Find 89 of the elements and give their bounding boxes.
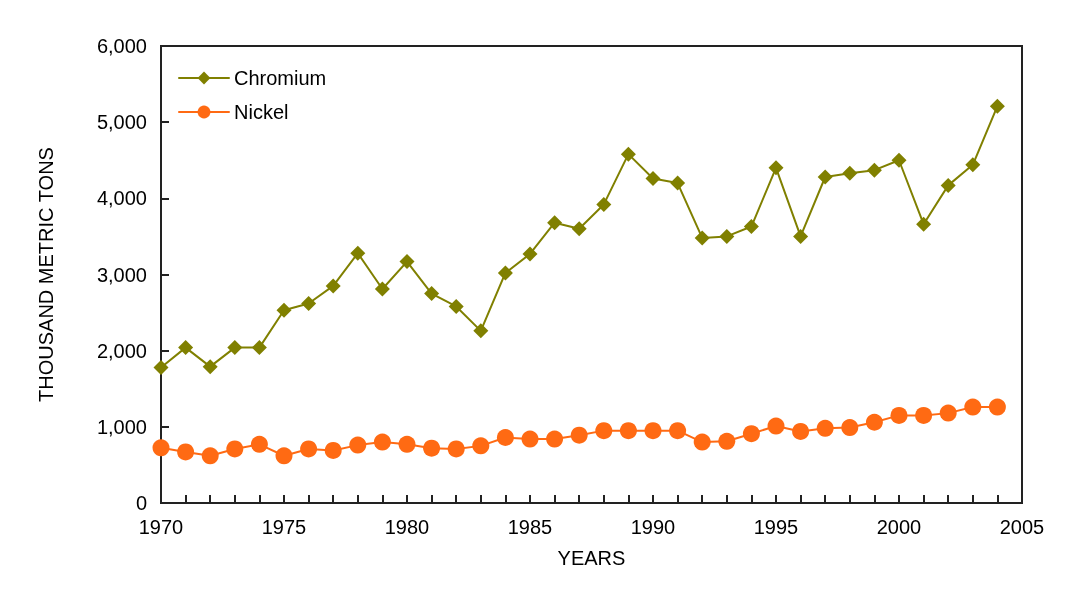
point <box>547 215 563 231</box>
point <box>916 216 932 232</box>
point <box>669 422 687 440</box>
point <box>571 221 587 237</box>
point <box>595 422 613 440</box>
point <box>472 437 490 455</box>
x-tick-label: 1990 <box>630 516 676 538</box>
y-tick-label: 1,000 <box>96 415 147 438</box>
x-tick-label: 2005 <box>999 516 1045 538</box>
x-tick-label: 1995 <box>753 516 799 538</box>
point <box>546 430 564 448</box>
point <box>644 422 662 440</box>
point <box>842 165 858 181</box>
point <box>300 440 318 458</box>
point <box>276 302 292 318</box>
x-tick-label: 1980 <box>384 516 430 538</box>
x-tick-label: 1970 <box>138 516 184 538</box>
point <box>275 447 293 465</box>
point <box>177 443 195 461</box>
point <box>940 177 956 193</box>
x-tick-label: 1985 <box>507 516 553 538</box>
point <box>251 340 267 356</box>
point <box>324 441 342 459</box>
point <box>250 435 268 453</box>
point <box>816 419 834 437</box>
point <box>670 175 686 191</box>
point <box>301 295 317 311</box>
point <box>742 425 760 443</box>
point <box>718 432 736 450</box>
point <box>497 265 513 281</box>
point <box>866 162 882 178</box>
point <box>694 230 710 246</box>
point <box>570 426 588 444</box>
x-axis-title: YEARS <box>557 547 626 569</box>
point <box>645 171 661 187</box>
y-tick-label: 3,000 <box>96 263 147 286</box>
point <box>398 435 416 453</box>
legend-label: Chromium <box>234 67 327 89</box>
y-axis-title: THOUSAND METRIC TONS <box>35 147 57 402</box>
point <box>153 359 169 375</box>
point <box>521 430 539 448</box>
point <box>423 439 441 457</box>
point <box>596 196 612 212</box>
point <box>152 439 170 457</box>
point <box>988 398 1006 416</box>
point <box>743 219 759 235</box>
point <box>349 436 367 454</box>
point <box>399 254 415 270</box>
point <box>619 422 637 440</box>
point <box>890 406 908 424</box>
point <box>178 340 194 356</box>
point <box>496 429 514 446</box>
x-tick-label: 1975 <box>261 516 307 538</box>
point <box>792 422 810 440</box>
y-tick-label: 5,000 <box>96 111 147 134</box>
point <box>793 228 809 244</box>
y-tick-label: 6,000 <box>96 35 147 57</box>
point <box>325 278 341 294</box>
point <box>817 169 833 185</box>
point <box>202 359 218 375</box>
point <box>424 286 440 302</box>
legend-label: Nickel <box>234 101 289 123</box>
point <box>768 160 784 176</box>
point <box>447 440 465 458</box>
point <box>915 406 933 424</box>
point <box>939 404 957 422</box>
point <box>374 281 390 297</box>
point <box>620 146 636 162</box>
y-tick-label: 0 <box>135 492 147 514</box>
point <box>964 398 982 416</box>
point <box>373 433 391 451</box>
point <box>201 447 219 465</box>
y-tick-label: 2,000 <box>96 339 147 362</box>
point <box>227 340 243 356</box>
point <box>841 419 859 437</box>
point <box>989 98 1005 114</box>
point <box>891 152 907 168</box>
y-tick-label: 4,000 <box>96 187 147 210</box>
point <box>865 413 883 431</box>
point <box>350 245 366 261</box>
point <box>448 298 464 314</box>
point <box>693 433 711 451</box>
point <box>719 228 735 244</box>
point <box>473 323 489 339</box>
x-tick-label: 2000 <box>876 516 922 538</box>
point <box>522 246 538 262</box>
point <box>965 157 981 173</box>
point <box>767 417 785 435</box>
point <box>226 440 244 458</box>
